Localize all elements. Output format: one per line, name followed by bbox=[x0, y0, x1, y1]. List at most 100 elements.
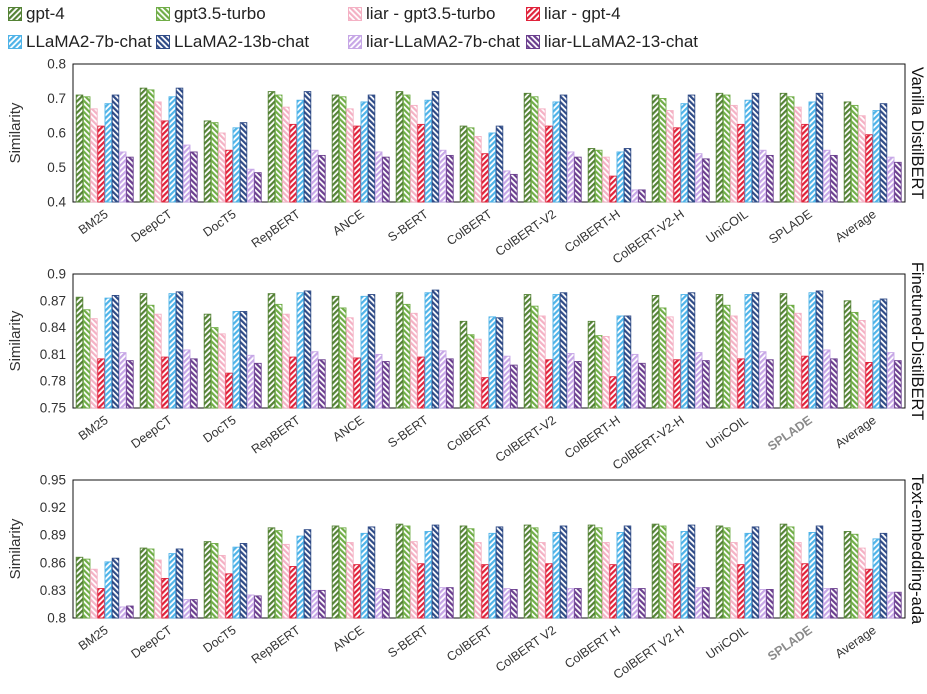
bar bbox=[175, 87, 184, 203]
bar bbox=[786, 304, 795, 409]
bar bbox=[530, 305, 539, 409]
bar bbox=[822, 349, 831, 409]
bar bbox=[296, 535, 305, 619]
legend-label: gpt3.5-turbo bbox=[174, 4, 266, 23]
x-tick-label: ColBERT bbox=[444, 207, 495, 248]
bar bbox=[886, 352, 895, 409]
bar bbox=[758, 351, 767, 409]
bar bbox=[104, 103, 113, 203]
bar bbox=[566, 588, 575, 619]
legend-item: gpt3.5-turbo bbox=[156, 2, 266, 26]
bar bbox=[417, 123, 425, 203]
bar bbox=[210, 327, 219, 409]
bar bbox=[673, 127, 681, 203]
panel-title: Vanilla DistilBERT bbox=[908, 67, 926, 199]
bar bbox=[530, 96, 539, 203]
bar bbox=[239, 122, 248, 203]
bar bbox=[104, 561, 113, 619]
bar bbox=[75, 556, 84, 619]
bar bbox=[154, 101, 162, 203]
bar bbox=[638, 189, 646, 203]
bar bbox=[310, 589, 319, 619]
bar bbox=[715, 92, 724, 203]
bar bbox=[481, 153, 489, 203]
x-tick-label: UniCOIL bbox=[703, 623, 750, 662]
bar bbox=[722, 527, 731, 619]
bar bbox=[559, 292, 568, 409]
bar bbox=[431, 524, 440, 619]
bar bbox=[346, 317, 354, 409]
bar bbox=[680, 294, 689, 409]
bar bbox=[872, 300, 881, 409]
bar bbox=[758, 589, 767, 619]
bar bbox=[168, 96, 177, 203]
bar bbox=[651, 294, 660, 409]
bar bbox=[744, 294, 753, 409]
bar bbox=[865, 134, 873, 203]
bar bbox=[232, 311, 241, 409]
bar bbox=[126, 156, 134, 203]
bar bbox=[446, 358, 454, 409]
bar bbox=[353, 125, 361, 203]
bar bbox=[715, 525, 724, 619]
bar bbox=[190, 151, 198, 203]
bar bbox=[843, 531, 852, 619]
legend-item: liar - gpt-4 bbox=[526, 2, 621, 26]
bar bbox=[331, 94, 340, 203]
bar bbox=[374, 151, 383, 203]
bar bbox=[538, 542, 546, 619]
x-tick-label: ColBERT-H bbox=[562, 207, 623, 255]
bar bbox=[239, 311, 248, 409]
x-tick-label: ColBERT bbox=[444, 623, 495, 664]
bar bbox=[374, 353, 383, 409]
bar bbox=[879, 298, 888, 409]
x-tick-label: RepBERT bbox=[249, 623, 303, 667]
bar bbox=[587, 320, 596, 409]
bar bbox=[203, 313, 212, 409]
bar bbox=[118, 606, 127, 619]
bar bbox=[510, 364, 518, 409]
bar bbox=[687, 292, 696, 409]
bar bbox=[289, 123, 297, 203]
bar bbox=[410, 312, 418, 409]
x-tick-label: RepBERT bbox=[249, 207, 303, 251]
legend-label: liar-LLaMA2-13-chat bbox=[544, 32, 699, 51]
bar bbox=[808, 531, 817, 619]
bar bbox=[190, 599, 198, 619]
bar bbox=[310, 351, 319, 409]
bar bbox=[779, 523, 788, 619]
bar bbox=[126, 360, 134, 409]
bar bbox=[495, 526, 504, 619]
bar bbox=[822, 149, 831, 203]
bar bbox=[126, 605, 134, 619]
bar bbox=[680, 531, 689, 619]
bar bbox=[879, 103, 888, 203]
bar bbox=[146, 304, 155, 409]
legend-item: liar - gpt3.5-turbo bbox=[348, 2, 495, 26]
bar bbox=[254, 172, 262, 203]
bar bbox=[474, 338, 482, 409]
bar bbox=[446, 154, 454, 203]
x-tick-label: ColBERT V2 bbox=[493, 623, 559, 675]
y-axis-label: Similarity bbox=[7, 102, 24, 163]
bar bbox=[402, 303, 411, 409]
bar bbox=[794, 106, 802, 203]
y-tick-label: 0.92 bbox=[40, 500, 66, 515]
bar bbox=[175, 548, 184, 619]
bar bbox=[274, 530, 283, 619]
bar bbox=[658, 98, 667, 203]
bar bbox=[552, 294, 561, 409]
bar bbox=[616, 531, 625, 619]
legend-swatch bbox=[526, 7, 540, 21]
bar bbox=[382, 589, 390, 619]
bar bbox=[574, 361, 582, 409]
bar bbox=[75, 296, 84, 409]
bar bbox=[338, 527, 347, 619]
bar bbox=[730, 315, 738, 409]
bar bbox=[360, 101, 369, 203]
bar bbox=[466, 528, 475, 619]
bar bbox=[523, 524, 532, 619]
bar bbox=[232, 127, 241, 203]
y-tick-label: 0.89 bbox=[40, 528, 66, 543]
bar bbox=[638, 362, 646, 409]
